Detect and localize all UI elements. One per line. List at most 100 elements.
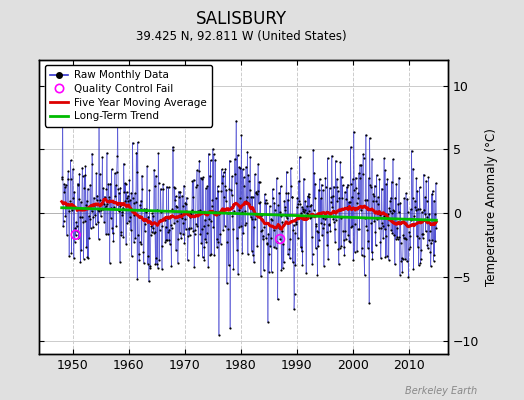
Point	[213, 183, 222, 190]
Point	[80, 185, 88, 191]
Point	[275, 189, 283, 196]
Point	[417, 247, 425, 254]
Point	[124, 192, 132, 199]
Point	[314, 228, 322, 235]
Point	[196, 175, 205, 181]
Point	[161, 238, 169, 245]
Point	[268, 186, 277, 192]
Point	[287, 165, 295, 172]
Point	[263, 240, 271, 247]
Point	[385, 256, 393, 263]
Point	[416, 206, 424, 212]
Point	[427, 240, 435, 246]
Point	[292, 221, 301, 227]
Point	[186, 214, 194, 220]
Point	[363, 196, 371, 203]
Point	[78, 214, 86, 220]
Point	[352, 200, 361, 206]
Point	[351, 221, 359, 228]
Point	[154, 264, 162, 271]
Point	[69, 195, 78, 201]
Point	[117, 229, 126, 236]
Point	[267, 235, 275, 241]
Point	[421, 194, 429, 200]
Point	[343, 184, 351, 190]
Point	[401, 222, 410, 228]
Point	[122, 181, 130, 188]
Point	[84, 213, 93, 220]
Point	[71, 238, 79, 245]
Point	[261, 197, 270, 203]
Point	[207, 218, 215, 224]
Point	[290, 306, 298, 312]
Point	[206, 252, 214, 258]
Point	[424, 237, 433, 244]
Point	[92, 221, 100, 228]
Point	[294, 178, 303, 184]
Point	[373, 215, 381, 222]
Point	[114, 208, 123, 214]
Point	[171, 193, 180, 200]
Point	[132, 199, 140, 205]
Point	[264, 319, 272, 325]
Point	[187, 211, 195, 217]
Point	[60, 181, 68, 187]
Point	[413, 188, 421, 194]
Point	[344, 199, 353, 206]
Point	[175, 194, 183, 200]
Point	[414, 206, 422, 212]
Point	[335, 261, 343, 268]
Point	[289, 222, 298, 228]
Point	[411, 204, 420, 210]
Point	[357, 162, 365, 168]
Point	[205, 172, 214, 179]
Point	[375, 176, 384, 182]
Point	[402, 190, 410, 196]
Point	[234, 271, 242, 277]
Point	[354, 190, 362, 196]
Point	[182, 201, 190, 207]
Point	[130, 212, 139, 218]
Point	[297, 244, 305, 250]
Point	[212, 236, 221, 242]
Point	[165, 184, 173, 190]
Point	[267, 216, 276, 222]
Point	[382, 233, 390, 239]
Point	[129, 200, 138, 206]
Point	[419, 231, 428, 237]
Point	[117, 232, 125, 238]
Point	[316, 210, 324, 216]
Point	[348, 194, 356, 200]
Point	[368, 156, 376, 162]
Point	[342, 196, 351, 202]
Point	[241, 208, 249, 215]
Point	[208, 197, 216, 204]
Point	[249, 206, 258, 213]
Point	[216, 240, 225, 247]
Point	[63, 232, 71, 238]
Point	[156, 227, 164, 233]
Point	[155, 257, 163, 264]
Point	[229, 226, 237, 232]
Point	[82, 202, 90, 208]
Point	[276, 209, 284, 215]
Point	[364, 245, 372, 251]
Point	[170, 219, 178, 226]
Point	[215, 332, 223, 338]
Point	[246, 214, 255, 220]
Point	[425, 211, 433, 217]
Point	[135, 239, 144, 246]
Point	[145, 187, 154, 194]
Point	[260, 191, 269, 198]
Point	[216, 231, 224, 237]
Point	[208, 251, 216, 257]
Point	[141, 206, 150, 212]
Point	[191, 230, 199, 237]
Point	[276, 183, 285, 190]
Point	[199, 223, 208, 230]
Point	[309, 251, 317, 257]
Point	[302, 270, 310, 276]
Point	[197, 239, 205, 246]
Point	[269, 195, 277, 201]
Point	[264, 231, 272, 237]
